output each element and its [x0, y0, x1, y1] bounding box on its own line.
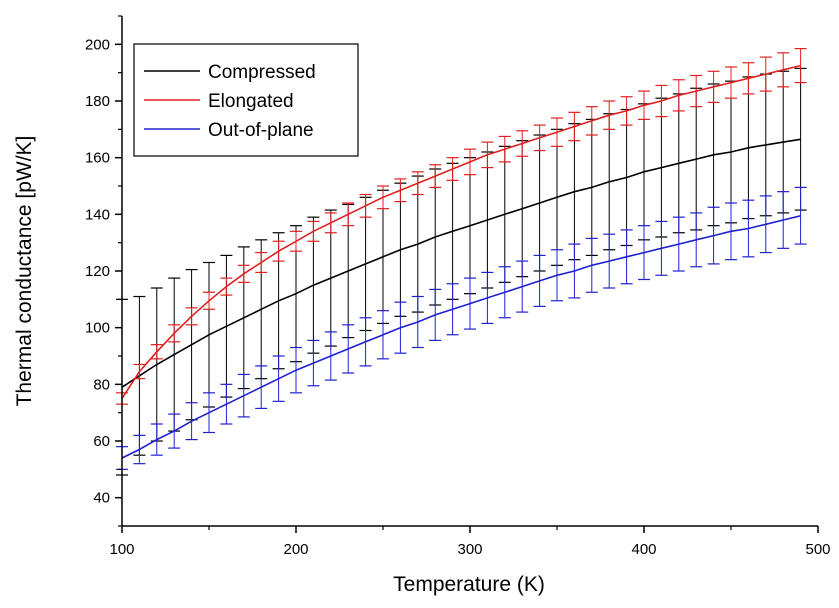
- series-line: [121, 64, 801, 399]
- x-tick-label: 200: [283, 541, 308, 558]
- y-tick-label: 180: [85, 93, 110, 110]
- x-tick-label: 300: [457, 541, 482, 558]
- x-tick-label: 400: [631, 541, 656, 558]
- legend: Compressed Elongated Out-of-plane: [133, 43, 359, 157]
- x-axis-title: Temperature (K): [393, 573, 545, 596]
- y-axis-title: Thermal conductance [pW/K]: [13, 136, 36, 407]
- series-out-of-plane: [116, 186, 807, 470]
- y-tick-label: 120: [85, 263, 110, 280]
- x-tick-label: 100: [109, 541, 134, 558]
- series-layer: [116, 47, 807, 476]
- series-line: [121, 215, 801, 459]
- y-tick-label: 80: [93, 376, 110, 393]
- y-tick-label: 100: [85, 320, 110, 337]
- y-tick-label: 140: [85, 206, 110, 223]
- series-line: [121, 138, 801, 388]
- series-elongated: [116, 47, 807, 405]
- y-tick-label: 60: [93, 433, 110, 450]
- y-tick-label: 160: [85, 150, 110, 167]
- legend-label: Elongated: [208, 91, 294, 112]
- y-tick-label: 40: [93, 490, 110, 507]
- legend-label: Compressed: [208, 62, 316, 83]
- x-tick-label: 500: [805, 541, 830, 558]
- legend-label: Out-of-plane: [208, 120, 314, 141]
- y-tick-label: 200: [85, 36, 110, 53]
- axes-layer: 100 200 300 400 500 40 60 80 100 120 140 160 180 200: [85, 15, 831, 558]
